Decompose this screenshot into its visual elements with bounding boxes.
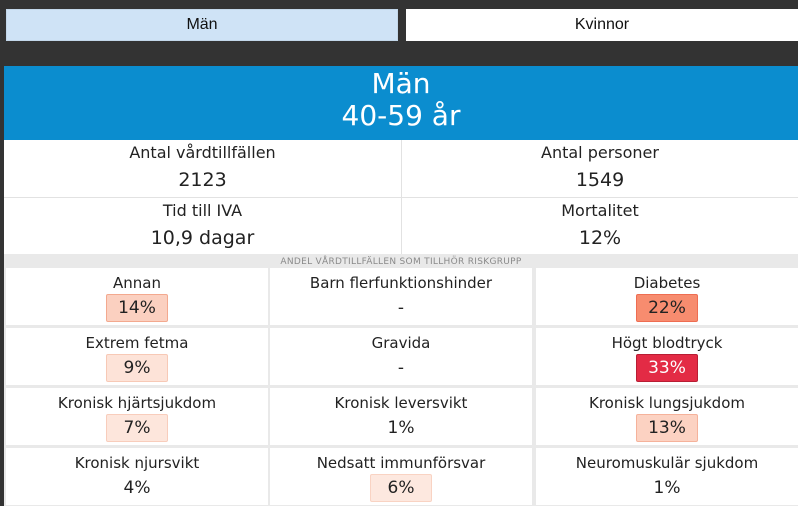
stat-label: Antal vårdtillfällen: [129, 143, 276, 162]
header-title: Män: [371, 67, 431, 100]
risk-cell: Kronisk lungsjukdom 13%: [536, 388, 798, 445]
risk-label: Nedsatt immunförsvar: [316, 454, 486, 472]
stat-label: Antal personer: [541, 143, 659, 162]
stat-value: 12%: [578, 227, 622, 249]
risk-label: Kronisk lungsjukdom: [589, 394, 745, 412]
stat-mortality: Mortalitet 12%: [401, 197, 798, 254]
stat-label: Tid till IVA: [162, 201, 243, 220]
risk-value: -: [370, 354, 432, 382]
risk-cell: Neuromuskulär sjukdom 1%: [536, 448, 798, 505]
risk-label: Barn flerfunktionshinder: [309, 274, 493, 292]
risk-section-title: ANDEL VÅRDTILLFÄLLEN SOM TILLHÖR RISKGRU…: [280, 257, 522, 267]
risk-value: 14%: [106, 294, 168, 322]
risk-cell: Annan 14%: [6, 268, 268, 325]
tab-men[interactable]: Män: [6, 9, 398, 41]
risk-label: Neuromuskulär sjukdom: [575, 454, 759, 472]
risk-label: Kronisk hjärtsjukdom: [57, 394, 217, 412]
stat-value: 10,9 dagar: [150, 227, 255, 249]
risk-cell: Extrem fetma 9%: [6, 328, 268, 385]
stat-value: 1549: [575, 169, 625, 191]
risk-value: 13%: [636, 414, 698, 442]
risk-cell: Barn flerfunktionshinder -: [270, 268, 532, 325]
group-header: Män 40-59 år: [4, 66, 798, 140]
header-subtitle: 40-59 år: [341, 99, 461, 132]
risk-value: 1%: [636, 474, 698, 502]
risk-cell: Högt blodtryck 33%: [536, 328, 798, 385]
risk-cell: Diabetes 22%: [536, 268, 798, 325]
risk-value: 6%: [370, 474, 432, 502]
stat-persons: Antal personer 1549: [401, 140, 798, 197]
stats-panel: Antal vårdtillfällen 2123 Antal personer…: [4, 140, 798, 254]
stat-time-to-icu: Tid till IVA 10,9 dagar: [4, 197, 401, 254]
risk-label: Gravida: [371, 334, 431, 352]
risk-label: Kronisk njursvikt: [74, 454, 200, 472]
risk-label: Annan: [113, 274, 161, 292]
tab-women[interactable]: Kvinnor: [406, 9, 798, 41]
risk-cell: Kronisk leversvikt 1%: [270, 388, 532, 445]
risk-value: 4%: [106, 474, 168, 502]
stat-label: Mortalitet: [561, 201, 639, 220]
risk-cell: Nedsatt immunförsvar 6%: [270, 448, 532, 505]
stat-value: 2123: [178, 169, 227, 191]
risk-value: 22%: [636, 294, 698, 322]
risk-value: 7%: [106, 414, 168, 442]
risk-cell: Kronisk hjärtsjukdom 7%: [6, 388, 268, 445]
risk-label: Diabetes: [633, 274, 701, 292]
risk-value: 33%: [636, 354, 698, 382]
risk-label: Extrem fetma: [85, 334, 189, 352]
risk-group-panel: ANDEL VÅRDTILLFÄLLEN SOM TILLHÖR RISKGRU…: [4, 254, 798, 506]
risk-value: 9%: [106, 354, 168, 382]
risk-value: 1%: [370, 414, 432, 442]
risk-value: -: [370, 294, 432, 322]
risk-cell: Gravida -: [270, 328, 532, 385]
risk-cell: Kronisk njursvikt 4%: [6, 448, 268, 505]
risk-label: Kronisk leversvikt: [334, 394, 468, 412]
risk-label: Högt blodtryck: [611, 334, 723, 352]
stat-admissions: Antal vårdtillfällen 2123: [4, 140, 401, 197]
